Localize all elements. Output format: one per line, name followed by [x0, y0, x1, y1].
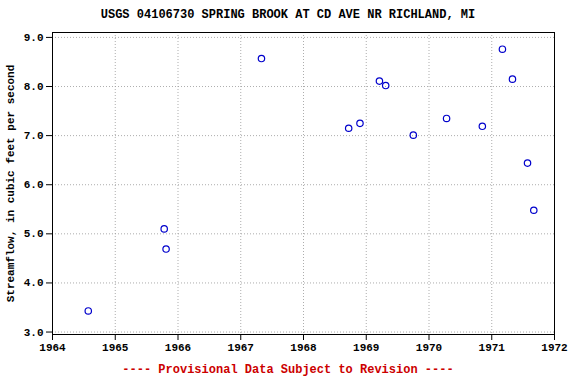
svg-text:1966: 1966 — [165, 342, 191, 354]
svg-text:8.0: 8.0 — [24, 81, 44, 93]
svg-text:5.0: 5.0 — [24, 228, 44, 240]
svg-text:6.0: 6.0 — [24, 179, 44, 191]
svg-text:Streamflow, in cubic feet per: Streamflow, in cubic feet per second — [5, 65, 17, 303]
html-text:USGS 04106730 SPRING BROOK AT: USGS 04106730 SPRING BROOK AT CD AVE NR … — [100, 8, 476, 22]
svg-text:1970: 1970 — [416, 342, 442, 354]
svg-text:1972: 1972 — [541, 342, 567, 354]
svg-text:1967: 1967 — [228, 342, 254, 354]
svg-text:9.0: 9.0 — [24, 32, 44, 44]
svg-text:1969: 1969 — [353, 342, 379, 354]
svg-text:1965: 1965 — [102, 342, 129, 354]
svg-text:1968: 1968 — [290, 342, 317, 354]
svg-text:3.0: 3.0 — [24, 327, 44, 339]
svg-text:1964: 1964 — [39, 342, 66, 354]
svg-text:1971: 1971 — [479, 342, 506, 354]
svg-text:4.0: 4.0 — [24, 277, 44, 289]
html-text:---- Provisional Data Subject: ---- Provisional Data Subject to Revisio… — [122, 363, 454, 377]
svg-text:7.0: 7.0 — [24, 130, 44, 142]
